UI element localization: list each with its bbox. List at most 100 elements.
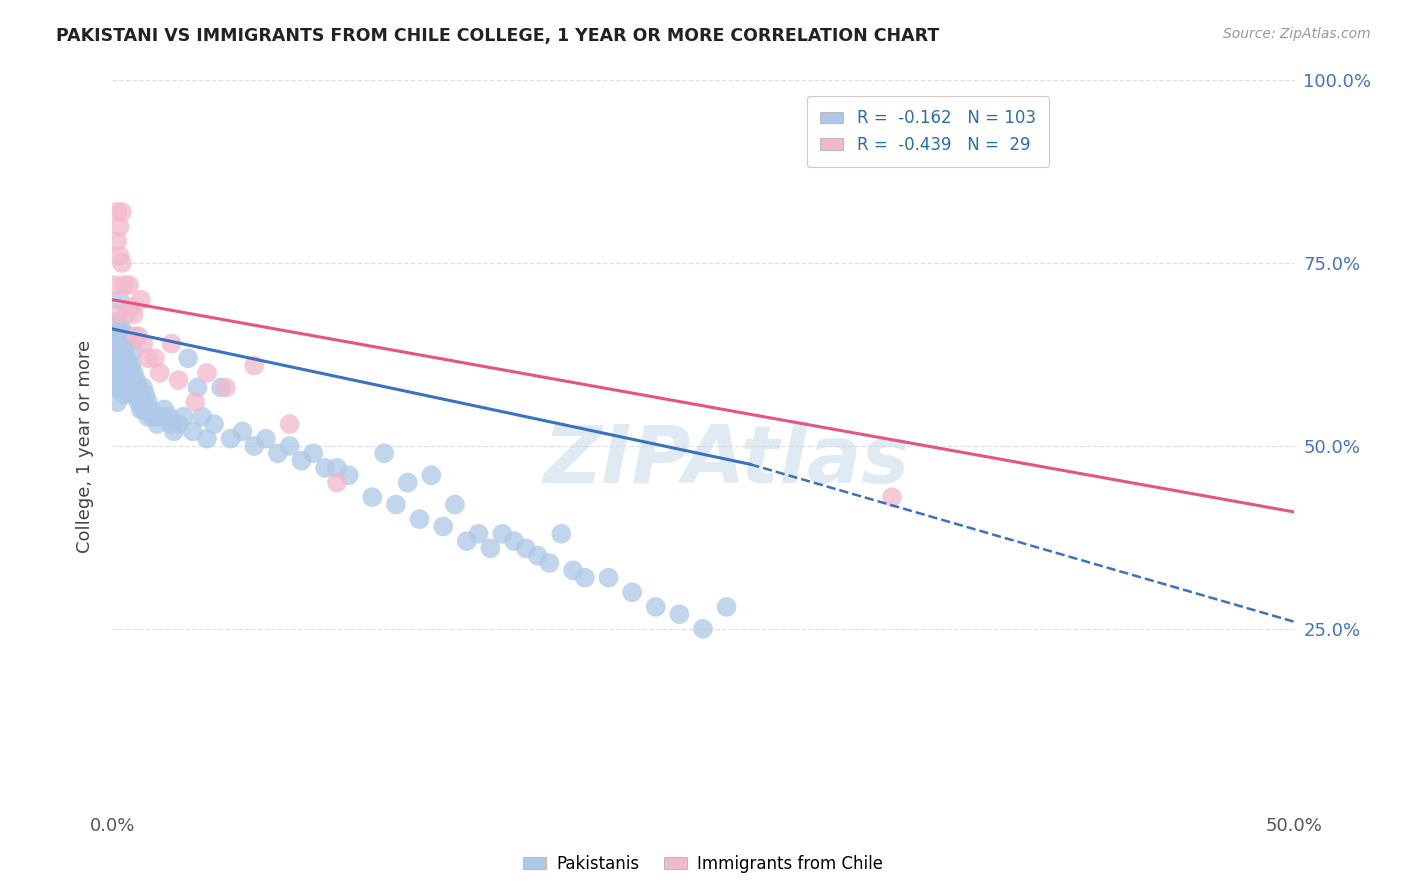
Point [142,409,165,424]
Point [104,307,127,321]
Point [195,432,218,446]
Point [111,366,134,380]
Point [104,366,127,380]
Point [668,607,690,622]
Point [160,417,183,431]
Point [267,446,290,460]
Point [278,417,301,431]
Point [108,380,131,394]
Legend: R =  -0.162   N = 103, R =  -0.439   N =  29: R = -0.162 N = 103, R = -0.439 N = 29 [807,96,1049,167]
Point [108,322,131,336]
Point [105,366,128,380]
Point [105,205,128,219]
Point [108,351,131,366]
Point [115,351,138,366]
Point [149,409,172,424]
Point [177,351,200,366]
Point [111,256,134,270]
Point [136,351,159,366]
Point [122,366,145,380]
Point [314,461,336,475]
Point [104,351,127,366]
Point [139,402,162,417]
Point [143,351,166,366]
Y-axis label: College, 1 year or more: College, 1 year or more [76,340,94,552]
Point [125,329,148,343]
Point [105,315,128,329]
Point [503,534,526,549]
Point [202,417,225,431]
Point [115,307,138,321]
Point [108,219,131,234]
Point [118,278,141,293]
Point [104,336,127,351]
Point [108,293,131,307]
Point [111,205,134,219]
Point [127,329,149,343]
Point [129,388,152,402]
Point [716,599,738,614]
Point [112,388,135,402]
Point [184,395,207,409]
Point [538,556,561,570]
Point [219,432,242,446]
Point [373,446,395,460]
Point [157,409,180,424]
Point [118,380,141,394]
Point [122,343,145,358]
Point [550,526,572,541]
Point [420,468,443,483]
Point [149,366,172,380]
Point [132,336,155,351]
Point [104,322,127,336]
Point [326,461,349,475]
Point [479,541,502,556]
Point [231,425,253,439]
Point [243,439,266,453]
Point [127,395,149,409]
Point [515,541,537,556]
Point [125,388,148,402]
Point [326,475,349,490]
Point [146,417,169,431]
Point [880,490,903,504]
Point [125,373,148,387]
Point [136,395,159,409]
Point [112,359,135,373]
Point [172,409,194,424]
Point [122,307,145,321]
Point [111,336,134,351]
Point [598,571,620,585]
Point [186,380,208,394]
Point [150,409,173,424]
Text: ZIPAtlas: ZIPAtlas [544,422,910,500]
Point [432,519,454,533]
Point [129,293,152,307]
Point [135,388,157,402]
Point [111,322,134,336]
Point [105,343,128,358]
Point [122,388,145,402]
Point [337,468,360,483]
Point [115,336,138,351]
Point [112,373,135,387]
Point [290,453,312,467]
Point [167,417,190,431]
Point [278,439,301,453]
Point [526,549,548,563]
Point [108,336,131,351]
Point [127,380,149,394]
Point [163,425,186,439]
Point [105,234,128,248]
Point [167,373,190,387]
Point [160,336,183,351]
Point [112,343,135,358]
Text: Source: ZipAtlas.com: Source: ZipAtlas.com [1223,27,1371,41]
Point [105,395,128,409]
Point [692,622,714,636]
Point [111,373,134,387]
Point [361,490,384,504]
Point [385,498,408,512]
Point [396,475,419,490]
Point [105,329,128,343]
